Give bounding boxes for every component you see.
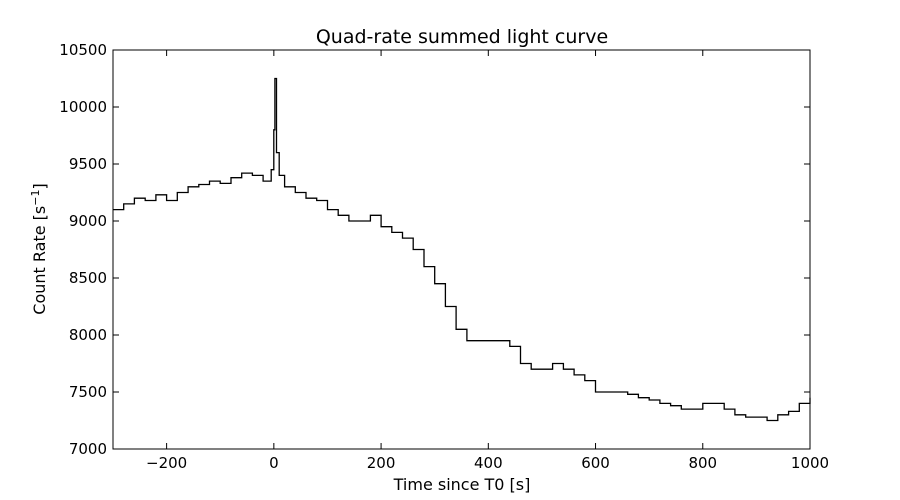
x-tick-label: 200 [367, 454, 396, 472]
y-tick-label: 8500 [69, 269, 107, 287]
y-axis-label: Count Rate [s−1] [29, 183, 49, 314]
y-tick-label: 10500 [59, 41, 107, 59]
chart-title: Quad-rate summed light curve [316, 26, 608, 48]
y-axis-label-end: ] [30, 183, 49, 189]
y-tick-label: 9500 [69, 155, 107, 173]
y-axis: 7000 7500 8000 8500 9000 9500 10000 10500 [59, 41, 810, 458]
x-axis-label: Time since T0 [s] [393, 475, 531, 494]
y-tick-label: 10000 [59, 98, 107, 116]
x-tick-label: 600 [581, 454, 610, 472]
x-tick-label: 800 [688, 454, 717, 472]
y-axis-label-main: Count Rate [s [30, 206, 49, 315]
x-tick-label: 1000 [791, 454, 829, 472]
plot-layer [113, 77, 811, 422]
x-axis: −200 0 200 400 600 800 1000 [146, 50, 829, 472]
x-tick-label: −200 [146, 454, 187, 472]
light-curve-series-line [113, 77, 811, 422]
x-tick-label: 400 [474, 454, 503, 472]
y-tick-label: 9000 [69, 212, 107, 230]
y-axis-label-superscript: −1 [29, 190, 42, 206]
x-tick-label: 0 [269, 454, 279, 472]
y-tick-label: 8000 [69, 326, 107, 344]
plot-frame [112, 49, 811, 450]
y-tick-label: 7500 [69, 383, 107, 401]
y-tick-label: 7000 [69, 440, 107, 458]
